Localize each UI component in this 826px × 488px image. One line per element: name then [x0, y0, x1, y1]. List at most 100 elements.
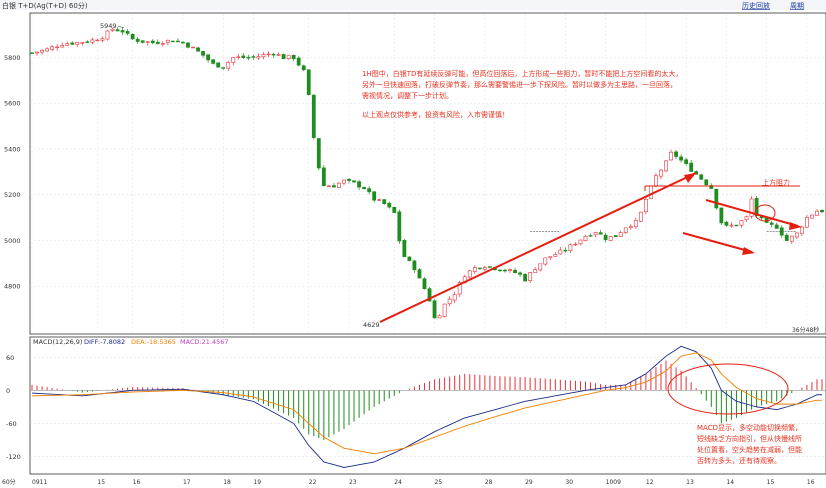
macd-legend-name: MACD(12,26,9) [33, 338, 82, 346]
candle-body [669, 151, 673, 161]
x-tick-label: 12 [646, 479, 654, 486]
candle-body [699, 174, 704, 180]
candle-body [150, 40, 155, 44]
candle-body [638, 211, 643, 222]
candle-body [60, 45, 65, 48]
price-tick-label: 5000 [4, 237, 21, 245]
candle-body [719, 207, 724, 224]
candle-body [40, 49, 44, 53]
candle-body [734, 224, 739, 227]
candle-body [533, 269, 538, 273]
candle-body [744, 216, 749, 221]
macd-lines [31, 345, 822, 468]
candle-body [342, 179, 346, 184]
candle-body [709, 185, 714, 189]
candle-body [326, 185, 331, 188]
macd-circle-marker [667, 363, 789, 415]
x-tick-label: 30 [565, 479, 573, 486]
candle-body [276, 54, 281, 56]
candle-body [422, 278, 427, 289]
macd-dea-line [31, 352, 822, 455]
candle-body [95, 39, 100, 42]
candle-body [452, 294, 457, 301]
candle-body [281, 54, 286, 60]
candle-body [377, 199, 382, 201]
candle-body [221, 67, 226, 69]
candle-body [120, 30, 125, 33]
candle-body [749, 198, 754, 217]
macd-text-line-2: 短线缺乏方向指引，但从快慢线所 [697, 434, 802, 443]
macd-analysis-text: MACD显示，多空动能切换频繁， 短线缺乏方向指引，但从快慢线所 处位置看，空头… [697, 423, 802, 465]
macd-diff-line [31, 345, 822, 468]
price-tick-label: 5400 [4, 145, 21, 153]
x-tick-label: 28 [485, 479, 493, 486]
price-tick-label: 5600 [4, 100, 21, 108]
candle-body [729, 224, 734, 227]
candle-body [367, 188, 372, 193]
candle-body [110, 28, 115, 31]
analysis-line-3: 需视情况，调整下一步计划。 [362, 91, 453, 100]
cycle-link[interactable]: 周期 [790, 2, 804, 10]
candle-body [301, 65, 306, 71]
candle-body [311, 94, 316, 138]
x-tick-label: 23 [349, 479, 357, 486]
candle-body [55, 46, 60, 49]
x-tick-label: 15 [767, 479, 775, 486]
candle-body [437, 315, 442, 319]
candle-body [799, 226, 804, 234]
x-tick-label: 15 [97, 479, 105, 486]
x-tick-label: 1009 [606, 479, 621, 486]
candle-body [321, 167, 326, 187]
support-trendline [379, 172, 697, 323]
candle-body [75, 42, 80, 45]
history-replay-link[interactable]: 历史回放 [742, 1, 770, 10]
candle-body [503, 269, 507, 272]
candle-body [347, 178, 351, 181]
candle-body [241, 55, 246, 58]
price-tick-label: 5200 [4, 191, 21, 199]
x-tick-label: 0911 [32, 479, 47, 486]
candle-body [518, 272, 522, 275]
x-tick-label: 19 [253, 479, 261, 486]
price-axis: 5800 5600 5400 5200 5000 4800 [4, 54, 21, 291]
x-tick-label: 16 [807, 479, 815, 486]
macd-tick-label: -120 [6, 453, 21, 461]
candle-body [649, 185, 653, 199]
x-tick-label: 17 [183, 479, 191, 486]
price-panel [29, 12, 826, 335]
candle-body [65, 43, 70, 46]
candle-body [316, 138, 321, 169]
candle-body [679, 156, 684, 161]
candle-body [140, 40, 145, 43]
candle-body [372, 191, 377, 201]
x-tick-label: 25 [435, 479, 443, 486]
analysis-line-1: 1H图中，白银TD有延续反弹可能，但高位回落后，上方形成一些阻力，暂时不能把上方… [362, 69, 682, 78]
candle-body [794, 232, 799, 238]
candle-body [543, 257, 548, 265]
analysis-line-2: 另外一旦快速回落，打破反弹节奏，那么需要警惕进一步下探风险。暂时以做多为主思路，… [362, 80, 677, 89]
macd-text-line-3: 处位置看，空头趋势在减弱，但能 [697, 445, 802, 454]
candle-body [457, 282, 462, 295]
candle-body [558, 249, 563, 255]
candle-body [135, 38, 140, 42]
candle-body [155, 41, 160, 44]
candle-body [598, 232, 603, 235]
candle-body [674, 151, 678, 157]
candle-body [397, 211, 402, 242]
candle-body [115, 29, 120, 32]
candle-body [573, 243, 578, 246]
candle-body [160, 43, 165, 45]
upper-channel-arrowhead [789, 222, 802, 230]
analysis-text: 1H图中，白银TD有延续反弹可能，但高位回落后，上方形成一些阻力，暂时不能把上方… [362, 69, 682, 119]
candle-body [482, 267, 487, 270]
candle-body [387, 202, 392, 208]
candle-body [226, 61, 231, 69]
candle-body [216, 62, 221, 68]
candle-body [447, 298, 452, 305]
candle-body [382, 199, 387, 204]
candle-body [296, 57, 301, 66]
candle-body [508, 269, 512, 271]
candle-body [412, 260, 417, 271]
candle-body [689, 162, 694, 172]
